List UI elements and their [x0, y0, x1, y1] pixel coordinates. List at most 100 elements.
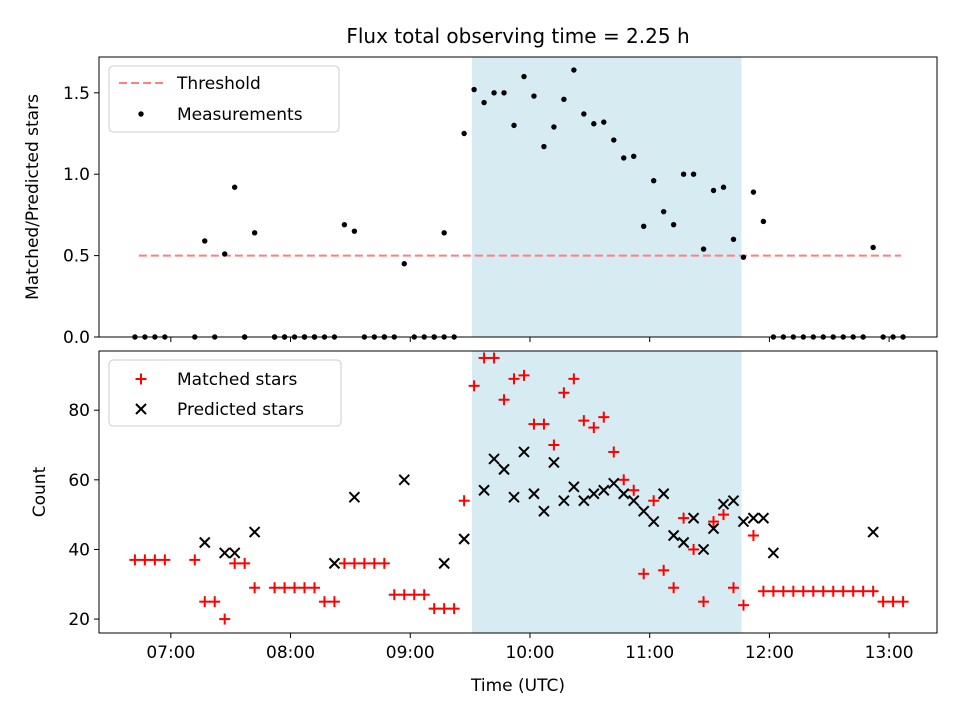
y-tick-label: 60 [68, 471, 90, 491]
predicted-star-point [767, 547, 780, 559]
matched-star-point [358, 557, 370, 569]
matched-star-point [747, 530, 759, 542]
matched-star-point [338, 557, 350, 569]
matched-star-point [887, 596, 899, 608]
count-legend-box [108, 359, 342, 427]
matched-star-point [777, 585, 789, 597]
matched-star-point [877, 596, 889, 608]
x-tick-label: 13:00 [865, 643, 914, 663]
measurement-point [481, 99, 487, 106]
predicted-star-point [488, 453, 500, 465]
measurement-point [581, 111, 587, 117]
ratio-x-ticks [170, 337, 890, 342]
ratio-panel-frame [98, 56, 938, 338]
matched-star-point [378, 557, 390, 569]
observing-window-shade [472, 57, 742, 337]
matched-star-point [418, 589, 430, 601]
measurement-point [650, 178, 657, 184]
predicted-star-point-b [588, 488, 600, 500]
matched-star-point [348, 557, 360, 569]
measurement-point [870, 244, 876, 251]
predicted-star-point [328, 557, 341, 570]
measurement-point [601, 119, 607, 125]
predicted-star-point [538, 505, 550, 517]
measurement-point [760, 218, 767, 225]
matched-star-point [408, 589, 420, 601]
measurement-point [631, 153, 637, 160]
predicted-star-point [518, 446, 530, 458]
matched-star-point [149, 554, 161, 566]
y-tick-label: 80 [68, 401, 90, 421]
count-legend: Matched stars Predicted stars [108, 359, 342, 427]
matched-star-point [448, 603, 460, 615]
predicted-star-point [757, 512, 770, 524]
predicted-star-point [558, 494, 570, 507]
matched-star-point [867, 585, 879, 597]
predicted-star-point-b [867, 526, 879, 538]
matched-star-point [318, 596, 330, 608]
matched-star-point [618, 474, 630, 486]
predicted-star-point-b [647, 515, 660, 528]
predicted-star-point-b [528, 488, 540, 500]
predicted-star-points [199, 446, 879, 570]
predicted-star-point-b [578, 494, 590, 507]
measurement-point [202, 238, 208, 244]
legend-threshold-label: Threshold [176, 74, 261, 94]
predicted-star-point-b [518, 446, 530, 458]
predicted-star-point-b [628, 494, 640, 507]
predicted-star-point [498, 463, 510, 476]
predicted-star-point [737, 515, 750, 528]
predicted-star-point-b [458, 533, 470, 545]
predicted-star-point-b [498, 463, 510, 476]
predicted-star-point-b [538, 505, 550, 517]
predicted-star-point [438, 557, 450, 570]
y-tick-label: 1.5 [63, 84, 90, 104]
predicted-star-point [667, 529, 680, 542]
x-tick-label: 10:00 [505, 643, 554, 663]
predicted-star-point-b [737, 515, 750, 528]
predicted-star-point [548, 456, 560, 469]
measurement-point [750, 189, 757, 195]
matched-star-point [658, 564, 670, 576]
measurement-point [541, 143, 547, 150]
x-tick-label: 07:00 [146, 643, 195, 663]
predicted-star-point-b [687, 512, 700, 524]
measurement-point [690, 171, 697, 177]
predicted-star-point [348, 491, 361, 503]
matched-star-point [289, 582, 301, 594]
predicted-star-point-b [548, 456, 560, 469]
matched-star-points [129, 352, 909, 625]
predicted-star-point-b [598, 484, 610, 496]
measurement-point [491, 90, 497, 96]
predicted-star-point [598, 484, 610, 496]
matched-star-point [478, 352, 490, 364]
matched-star-point [578, 415, 590, 427]
matched-star-point [398, 589, 410, 601]
predicted-star-point-b [328, 557, 341, 570]
matched-star-point [698, 596, 710, 608]
measurement-point [730, 236, 737, 243]
measurement-point [521, 73, 527, 80]
ratio-legend-box [108, 65, 340, 133]
matched-star-point [588, 422, 600, 434]
predicted-star-point-b [618, 488, 630, 500]
predicted-star-point-b [727, 494, 740, 507]
predicted-star-point [568, 481, 580, 493]
matched-star-point [648, 495, 660, 507]
matched-star-point [837, 585, 849, 597]
count-y-axis-label: Count [30, 466, 50, 517]
matched-star-point [767, 585, 779, 597]
matched-star-point [328, 596, 340, 608]
matched-star-point [827, 585, 839, 597]
matched-star-point [718, 509, 730, 521]
ratio-y-ticks: 0.0 0.5 1.0 1.5 [63, 84, 99, 348]
measurement-point [531, 93, 537, 99]
measurement-point [222, 251, 228, 257]
matched-star-point [668, 582, 680, 594]
matched-star-point [308, 582, 320, 594]
predicted-star-point [747, 512, 760, 524]
matched-star-point [279, 582, 291, 594]
predicted-star-point [707, 522, 720, 535]
predicted-star-point [628, 494, 640, 507]
